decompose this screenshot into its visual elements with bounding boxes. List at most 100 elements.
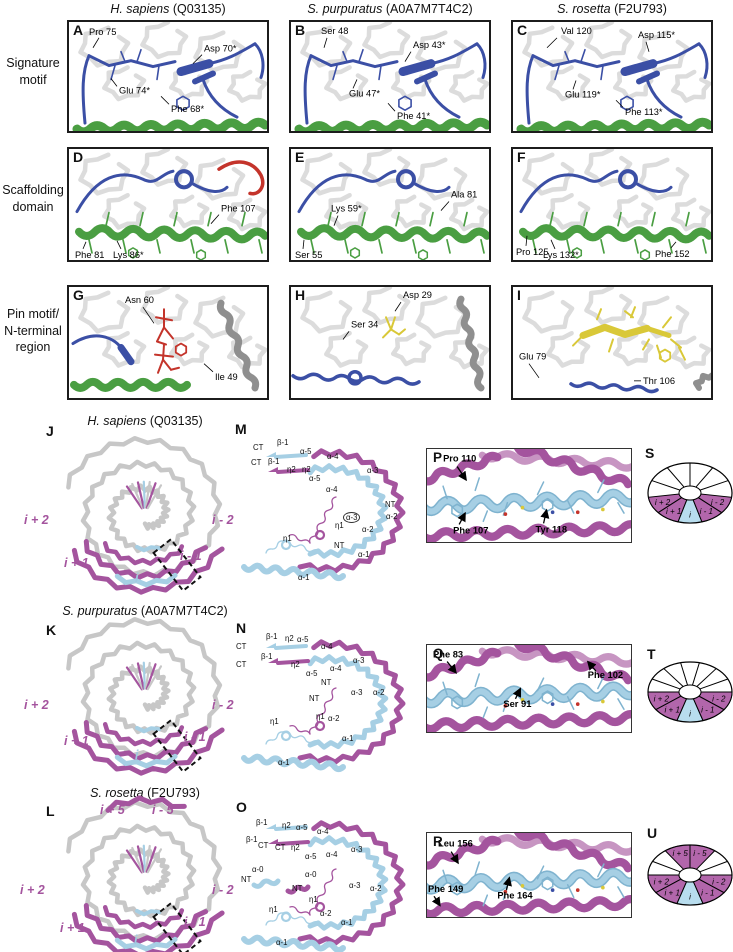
subunit-label: i (134, 933, 138, 947)
residue-annotation: Ala 81 (440, 189, 477, 211)
panel-letter: A (73, 22, 84, 38)
structure-element-label: β-1 (261, 652, 273, 661)
assembly-art-J (50, 435, 240, 595)
species-name: S. rosetta (557, 2, 611, 16)
subunit-label: i - 1 (180, 549, 202, 563)
residue-label: Tyr 118 (536, 525, 568, 536)
structure-element-label: α-2 (320, 909, 332, 918)
structure-element-label: α-4 (327, 452, 339, 461)
panel-letter-L: L (46, 803, 55, 819)
row-label-signature-motif: Signature motif (6, 56, 60, 87)
wheel-segment-label: i (689, 892, 691, 901)
residue-annotation: Leu 156 (438, 838, 473, 865)
structure-element-label: α-0 (252, 865, 264, 874)
residue-annotation: Pro 110 (443, 453, 476, 482)
structure-element-label: α-3 (349, 881, 361, 890)
residue-annotation: Val 120 (546, 26, 592, 49)
topology-art-M: CT β-1 α-5 α-4 CT β-1 η2 η2 α-5 α-3 α-4 NT α-2 α-3 η1 α… (228, 433, 428, 583)
structure-element-label: β-1 (268, 457, 280, 466)
residue-label: Ser 34 (351, 319, 378, 329)
structure-element-label: α-4 (330, 664, 342, 673)
panel-letter-M: M (235, 421, 247, 437)
topology-art-O: β-1 η2 α-5 α-4 β-1 CT CT η2 α-3 α-5 α-4 α-0 NT α-0 NT α… (228, 805, 428, 952)
panel-B: B Ser 48 Asp 43* Glu 47* Phe 41* (289, 20, 491, 133)
assembly-title: S. rosetta (F2U793) (90, 786, 200, 800)
interface-panel-Q: Q Phe 83 Ser 91 Phe 102 (426, 644, 632, 733)
wheel-diagram-T: i + 2 i + 1 i i - 1 i - 2 (646, 660, 733, 728)
residue-annotation: Asp 115* (638, 30, 675, 52)
residue-label: Phe 152 (655, 249, 690, 259)
panel-letter-K: K (46, 622, 57, 638)
structure-element-label: α-4 (326, 485, 338, 494)
residue-label: Phe 102 (588, 670, 623, 681)
residue-annotation: Ile 49 (203, 363, 238, 382)
panel-letter: I (517, 287, 521, 303)
structure-element-label: β-1 (256, 818, 268, 827)
residue-label: Lys 59* (331, 204, 362, 214)
wheel-segment-label: i - 1 (701, 888, 714, 897)
structure-element-label: NT (385, 500, 396, 509)
structure-element-label: CT (258, 841, 269, 850)
subunit-label: i + 2 (24, 698, 49, 712)
structure-element-label: α-1 (341, 918, 353, 927)
residue-annotation: Lys 86* (113, 240, 144, 260)
structure-element-label: η2 (282, 821, 291, 830)
structure-element-label: α-4 (317, 827, 329, 836)
residue-annotation: Ser 48 (321, 26, 348, 48)
structure-element-label: α-0 (305, 870, 317, 879)
structure-element-label: α-5 (297, 635, 309, 644)
residue-annotation: Phe 152 (655, 241, 690, 259)
structure-element-label: NT (334, 541, 345, 550)
residue-label: Pro 125 (516, 247, 549, 257)
residue-annotation: Pro 75 (89, 27, 116, 48)
residue-label: Phe 81 (75, 250, 104, 260)
panel-letter: H (295, 287, 306, 303)
wheel-segment-label: i (689, 510, 691, 519)
panel-D: D Phe 107 Phe 81 Lys 86* (67, 147, 269, 262)
structure-element-label: η1 (309, 895, 318, 904)
structure-element-label: NT (241, 875, 252, 884)
structure-element-label: β-1 (277, 438, 289, 447)
wheel-segment-label: i - 2 (711, 498, 725, 507)
column-header-1: H. sapiens (Q03135) (67, 2, 269, 16)
residue-annotation: Phe 107 (210, 204, 256, 224)
residue-label: Thr 106 (643, 376, 675, 386)
structure-element-label: η1 (269, 905, 278, 914)
residue-label: Phe 41* (397, 111, 430, 121)
residue-annotation: Phe 81 (75, 241, 104, 260)
structure-element-label: η2 (291, 843, 300, 852)
wheel-segment-label: i + 1 (665, 888, 680, 897)
structure-element-label: η2 (287, 465, 296, 474)
panel-letter-N: N (236, 620, 247, 636)
subunit-label: i (135, 571, 139, 585)
residue-label: Phe 164 (497, 890, 533, 901)
structure-element-label: CT (236, 660, 247, 669)
residue-annotation: Pro 125 (516, 235, 549, 257)
species-name: H. sapiens (110, 2, 170, 16)
wheel-segment-label: i - 1 (700, 507, 713, 516)
residue-annotation: Ser 55 (295, 239, 322, 260)
wheel-segment-label: i + 5 (672, 849, 688, 858)
residue-annotation: Lys 59* (331, 204, 362, 226)
structure-element-label: CT (251, 458, 262, 467)
structure-element-label: CT (236, 642, 247, 651)
residue-label: Leu 156 (438, 838, 473, 849)
panel-letter-S: S (645, 445, 655, 461)
accession: (A0A7M7T4C2) (385, 2, 473, 16)
structure-element-label: η1 (270, 717, 279, 726)
subunit-label: i - 2 (212, 698, 234, 712)
interface-panel-P: P Pro 110 Phe 107 Tyr 118 (426, 448, 632, 543)
structure-element-label: η2 (302, 465, 311, 474)
structure-element-label: α-1 (276, 938, 288, 947)
subunit-label: i - 1 (184, 730, 206, 744)
residue-label: Lys 132* (543, 250, 579, 260)
structure-element-label: CT (275, 843, 286, 852)
residue-label: Phe 113* (625, 107, 663, 117)
panel-letter-P: P (433, 450, 443, 465)
residue-annotation: Ser 91 (503, 687, 532, 710)
residue-label: Pro 110 (443, 453, 476, 464)
panel-G: G Asn 60 Ile 49 (67, 285, 269, 400)
structure-element-label: NT (292, 884, 303, 893)
residue-annotation: Glu 47* (349, 79, 380, 98)
